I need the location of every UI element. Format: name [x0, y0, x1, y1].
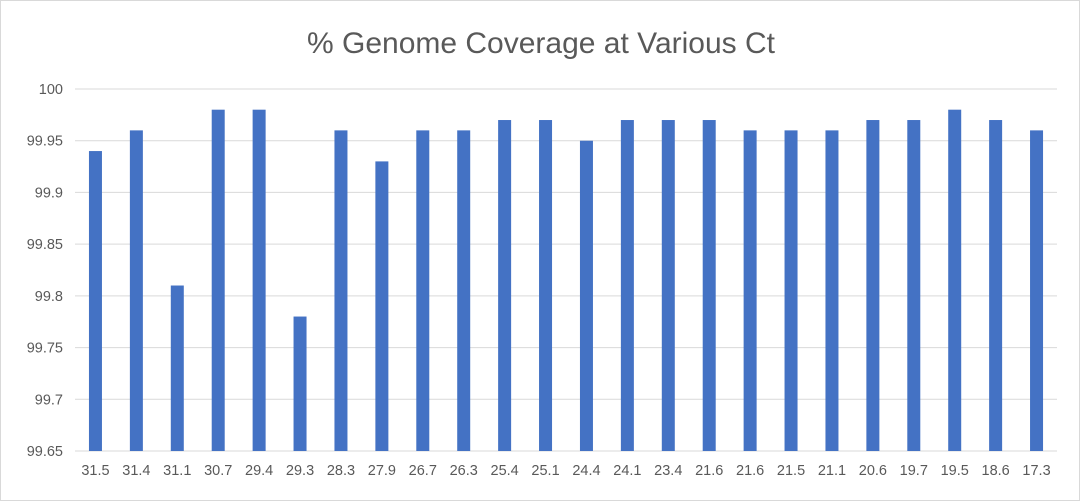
y-axis-tick-labels: 99.65 99.7 99.75 99.8 99.85 99.9 99.95 100: [27, 82, 63, 460]
bar: [743, 130, 757, 451]
y-tick-label: 99.75: [27, 341, 63, 357]
y-tick-label: 99.95: [27, 134, 63, 150]
x-tick-label: 21.6: [736, 463, 764, 479]
x-tick-label: 23.4: [654, 463, 682, 479]
bar: [457, 130, 471, 451]
x-tick-label: 21.5: [777, 463, 805, 479]
x-tick-label: 26.7: [409, 463, 437, 479]
y-tick-label: 99.9: [35, 185, 63, 201]
x-tick-label: 19.5: [941, 463, 969, 479]
y-tick-label: 99.8: [35, 289, 63, 305]
bar: [375, 161, 389, 451]
x-tick-label: 18.6: [982, 463, 1010, 479]
bar: [948, 109, 962, 451]
x-tick-label: 31.4: [122, 463, 150, 479]
x-tick-label: 25.1: [531, 463, 559, 479]
x-tick-label: 31.5: [81, 463, 109, 479]
bar: [498, 120, 512, 452]
x-tick-label: 27.9: [368, 463, 396, 479]
bar: [661, 120, 675, 452]
x-tick-label: 26.3: [450, 463, 478, 479]
x-tick-label: 24.4: [572, 463, 600, 479]
y-tick-label: 99.7: [35, 392, 63, 408]
x-tick-label: 28.3: [327, 463, 355, 479]
y-tick-label: 99.85: [27, 237, 63, 253]
bar: [866, 120, 880, 452]
y-tick-label: 100: [39, 82, 63, 98]
y-tick-label: 99.65: [27, 444, 63, 460]
bar: [702, 120, 716, 452]
x-tick-label: 21.6: [695, 463, 723, 479]
bar: [579, 140, 593, 451]
x-tick-label: 19.7: [900, 463, 928, 479]
x-tick-label: 21.1: [818, 463, 846, 479]
x-axis-tick-labels: 31.5 31.4 31.1 30.7 29.4 29.3 28.3 27.9 26.7 26.3…: [81, 463, 1050, 479]
x-tick-label: 29.4: [245, 463, 273, 479]
x-tick-label: 29.3: [286, 463, 314, 479]
x-tick-label: 20.6: [859, 463, 887, 479]
bar: [416, 130, 430, 451]
bar: [620, 120, 634, 452]
bar: [907, 120, 921, 452]
bar: [989, 120, 1003, 452]
bar: [252, 109, 266, 451]
bar: [1030, 130, 1044, 451]
bar: [784, 130, 798, 451]
chart-title: % Genome Coverage at Various Ct: [307, 27, 776, 60]
bar: [293, 316, 307, 451]
bar: [825, 130, 839, 451]
x-tick-label: 31.1: [163, 463, 191, 479]
x-tick-label: 24.1: [613, 463, 641, 479]
x-tick-label: 17.3: [1022, 463, 1050, 479]
bar: [211, 109, 225, 451]
x-tick-label: 30.7: [204, 463, 232, 479]
gridlines: [75, 88, 1057, 452]
x-tick-label: 25.4: [491, 463, 519, 479]
bar: [334, 130, 348, 451]
bar: [170, 285, 184, 451]
bars: [88, 109, 1044, 452]
bar: [129, 130, 143, 451]
bar: [539, 120, 553, 452]
bar: [88, 151, 102, 452]
